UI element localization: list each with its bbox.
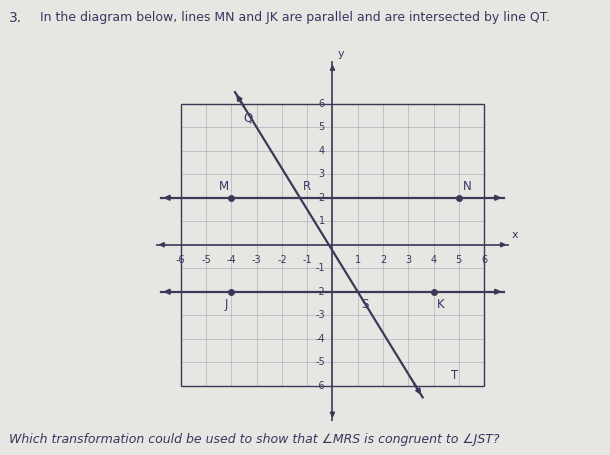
Text: M: M bbox=[219, 180, 229, 193]
Text: -5: -5 bbox=[201, 255, 211, 265]
Text: 3.: 3. bbox=[9, 11, 23, 25]
Text: N: N bbox=[462, 180, 472, 193]
Text: -6: -6 bbox=[315, 381, 325, 391]
Text: R: R bbox=[303, 180, 310, 193]
Text: 3: 3 bbox=[319, 169, 325, 179]
Text: y: y bbox=[337, 49, 344, 59]
Text: x: x bbox=[512, 230, 518, 240]
Text: 2: 2 bbox=[380, 255, 386, 265]
Text: -1: -1 bbox=[303, 255, 312, 265]
Text: T: T bbox=[451, 369, 459, 382]
Text: 4: 4 bbox=[431, 255, 437, 265]
Text: 3: 3 bbox=[405, 255, 411, 265]
Text: Which transformation could be used to show that ∠MRS is congruent to ∠JST?: Which transformation could be used to sh… bbox=[9, 433, 500, 446]
Text: 1: 1 bbox=[354, 255, 361, 265]
Text: 2: 2 bbox=[318, 193, 325, 203]
Text: -4: -4 bbox=[315, 334, 325, 344]
Text: -6: -6 bbox=[176, 255, 185, 265]
Text: J: J bbox=[224, 298, 228, 311]
Text: -3: -3 bbox=[315, 310, 325, 320]
Text: 5: 5 bbox=[456, 255, 462, 265]
Text: S: S bbox=[362, 298, 369, 311]
Text: In the diagram below, lines MN and JK are parallel and are intersected by line Q: In the diagram below, lines MN and JK ar… bbox=[40, 11, 550, 25]
Text: 1: 1 bbox=[319, 216, 325, 226]
Text: 6: 6 bbox=[481, 255, 487, 265]
Text: 4: 4 bbox=[319, 146, 325, 156]
Text: -5: -5 bbox=[315, 357, 325, 367]
Text: 5: 5 bbox=[318, 122, 325, 132]
Text: K: K bbox=[437, 298, 445, 311]
Text: -2: -2 bbox=[277, 255, 287, 265]
Text: 6: 6 bbox=[319, 99, 325, 109]
Text: -3: -3 bbox=[252, 255, 262, 265]
Text: Q: Q bbox=[243, 112, 253, 125]
Text: -2: -2 bbox=[315, 287, 325, 297]
Text: -1: -1 bbox=[315, 263, 325, 273]
Text: -4: -4 bbox=[226, 255, 236, 265]
